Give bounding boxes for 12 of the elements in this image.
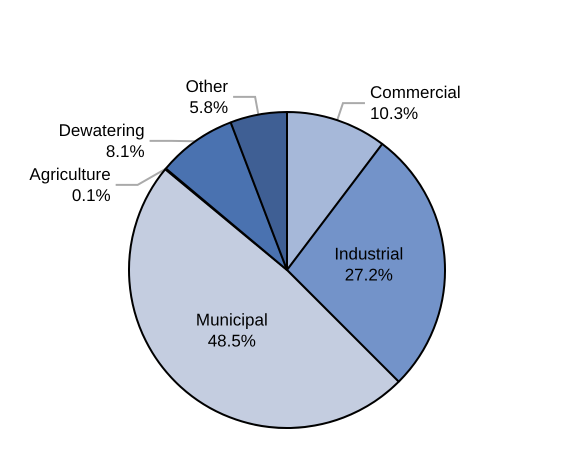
slice-label: Other	[186, 76, 228, 96]
slice-label: Municipal	[196, 310, 268, 330]
data-label: 8.1%	[106, 142, 145, 161]
slice-label: Dewatering	[58, 120, 145, 140]
data-label: 5.8%	[189, 98, 228, 117]
data-label: 27.2%	[344, 265, 393, 284]
slice-label: Industrial	[334, 244, 404, 264]
slice-label: Commercial	[370, 83, 461, 102]
data-label: 48.5%	[208, 332, 256, 351]
slice-label: Agriculture	[29, 164, 111, 184]
data-label: 0.1%	[72, 186, 111, 205]
data-label: 10.3%	[370, 104, 418, 124]
